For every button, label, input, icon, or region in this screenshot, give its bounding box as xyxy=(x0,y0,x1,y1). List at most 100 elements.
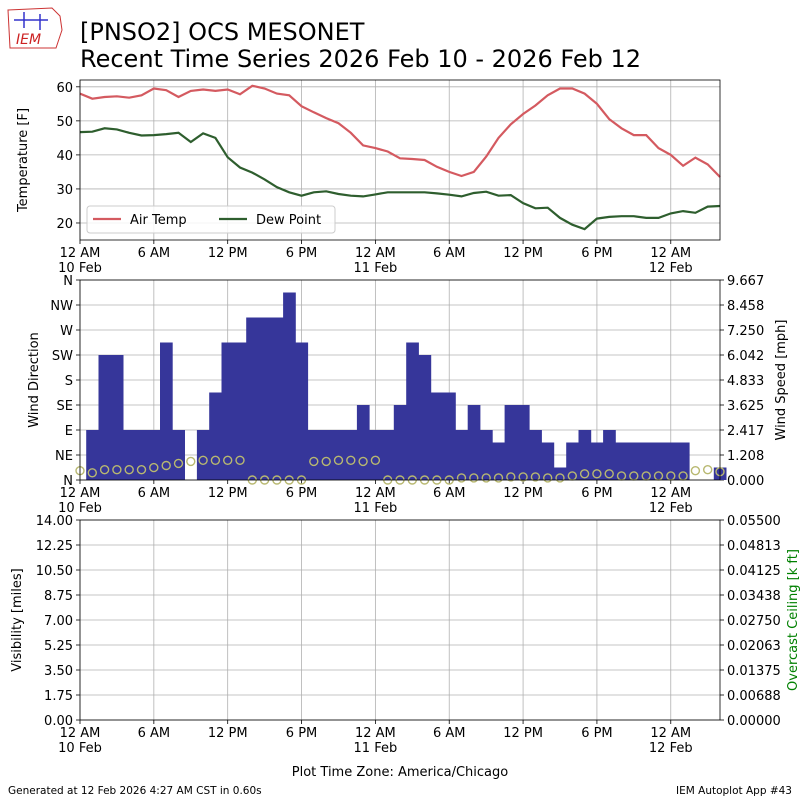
wind-speed-point xyxy=(592,469,602,479)
x-tick-label: 6 AM xyxy=(433,726,466,741)
dew-point-line xyxy=(79,127,721,231)
wind-speed-point xyxy=(99,465,110,475)
y2-axis-label: Wind Speed [mph] xyxy=(774,320,789,441)
x-tick-label: 6 AM xyxy=(138,486,171,501)
visibility-tick-label: 5.25 xyxy=(44,639,73,654)
wind-speed-point xyxy=(579,469,590,479)
wind-direction-bar xyxy=(307,430,321,480)
wind-speed-point xyxy=(543,473,553,483)
speed-tick-label: 0.000 xyxy=(727,474,764,489)
visibility-tick-label: 7.00 xyxy=(44,614,73,629)
speed-tick-label: 3.625 xyxy=(727,399,764,414)
wind-direction-bar xyxy=(172,430,185,480)
x-tick-label: 12 PM xyxy=(208,726,248,741)
x-tick-date: 11 Feb xyxy=(354,261,398,276)
wind-direction-bar xyxy=(516,405,530,480)
wind-direction-bar xyxy=(418,355,432,480)
wind-direction-bar xyxy=(578,430,592,480)
x-tick-label: 12 AM xyxy=(650,486,691,501)
x-tick-label: 6 PM xyxy=(581,246,612,261)
wind-panel: N NE E SE S SW W NW N 0.000 1.208 2.417 3.625 4.833 6.… xyxy=(27,274,789,516)
wind-speed-point xyxy=(333,455,344,465)
speed-tick-label: 9.667 xyxy=(727,274,764,289)
x-tick-label: 12 AM xyxy=(355,246,396,261)
ceiling-tick-label: 0.01375 xyxy=(727,664,781,679)
wind-direction-bar xyxy=(627,442,641,480)
visibility-tick-label: 0.00 xyxy=(44,714,73,729)
wind-direction-bar xyxy=(270,317,284,480)
wind-direction-bar xyxy=(467,405,481,480)
ceiling-tick-label: 0.03438 xyxy=(727,589,781,604)
visibility-tick-label: 14.00 xyxy=(36,514,73,529)
wind-direction-bar xyxy=(295,342,309,480)
x-tick-label: 12 AM xyxy=(60,726,101,741)
wind-direction-bar xyxy=(233,342,247,480)
wind-direction-bar xyxy=(541,442,555,480)
ceiling-tick-label: 0.04125 xyxy=(727,564,781,579)
ceiling-tick-label: 0.00000 xyxy=(727,714,781,729)
wind-direction-bar xyxy=(406,342,419,480)
visibility-tick-label: 3.50 xyxy=(44,664,73,679)
wind-direction-bar xyxy=(332,430,345,480)
wind-direction-bar xyxy=(221,342,235,480)
y-tick-label: 30 xyxy=(56,183,73,198)
direction-tick-label: N xyxy=(63,474,73,489)
wind-direction-bar xyxy=(356,405,370,480)
direction-tick-label: W xyxy=(60,324,73,339)
title-line2: Recent Time Series 2026 Feb 10 - 2026 Fe… xyxy=(80,45,641,73)
x-tick-label: 12 PM xyxy=(503,726,543,741)
wind-speed-point xyxy=(703,465,713,475)
wind-direction-bar xyxy=(160,342,173,480)
wind-speed-point xyxy=(506,472,516,482)
wind-direction-bar xyxy=(123,430,136,480)
wind-direction-bar xyxy=(283,292,296,480)
wind-speed-point xyxy=(149,462,159,473)
wind-direction-bar xyxy=(615,442,629,480)
wind-speed-point xyxy=(161,460,171,471)
direction-tick-label: SW xyxy=(52,349,73,364)
visibility-tick-label: 12.25 xyxy=(36,539,73,554)
wind-speed-point xyxy=(136,465,147,475)
visibility-tick-label: 1.75 xyxy=(44,689,73,704)
iem-logo: IEM xyxy=(7,7,63,49)
plot-frame xyxy=(79,279,721,481)
y-axis-label: Temperature [F] xyxy=(16,108,31,213)
wind-direction-bar xyxy=(258,317,272,480)
direction-tick-label: NE xyxy=(55,449,73,464)
wind-direction-bar xyxy=(320,430,333,480)
x-tick-label: 12 PM xyxy=(208,486,248,501)
wind-direction-bar xyxy=(369,430,382,480)
plot-frame xyxy=(79,79,721,241)
ceiling-tick-label: 0.02063 xyxy=(727,639,781,654)
wind-speed-point xyxy=(530,472,541,482)
speed-tick-label: 8.458 xyxy=(727,299,764,314)
wind-direction-bar xyxy=(566,442,579,480)
x-tick-label: 12 AM xyxy=(355,726,396,741)
y-tick-label: 40 xyxy=(56,149,73,164)
x-tick-label: 6 PM xyxy=(286,246,317,261)
wind-direction-bar xyxy=(147,430,161,480)
direction-tick-label: N xyxy=(63,274,73,289)
direction-tick-label: E xyxy=(65,424,73,439)
plot-frame xyxy=(79,519,721,721)
wind-speed-point xyxy=(321,456,331,467)
wind-speed-point xyxy=(604,469,614,479)
wind-speed-point xyxy=(124,465,134,475)
y-axis-label: Visibility [miles] xyxy=(10,568,25,671)
x-tick-label: 6 PM xyxy=(286,726,317,741)
wind-speed-point xyxy=(518,472,528,482)
x-tick-date: 10 Feb xyxy=(58,261,102,276)
x-tick-date: 12 Feb xyxy=(649,741,693,756)
ceiling-tick-label: 0.00688 xyxy=(727,689,781,704)
wind-direction-bar xyxy=(443,392,456,480)
x-tick-label: 6 PM xyxy=(581,486,612,501)
x-tick-label: 12 AM xyxy=(650,246,691,261)
y-tick-label: 50 xyxy=(56,115,73,130)
timezone-label: Plot Time Zone: America/Chicago xyxy=(292,765,508,780)
legend-label: Dew Point xyxy=(256,213,321,228)
wind-direction-bar xyxy=(209,392,222,480)
wind-direction-bar xyxy=(196,430,210,480)
wind-direction-bar xyxy=(664,442,678,480)
